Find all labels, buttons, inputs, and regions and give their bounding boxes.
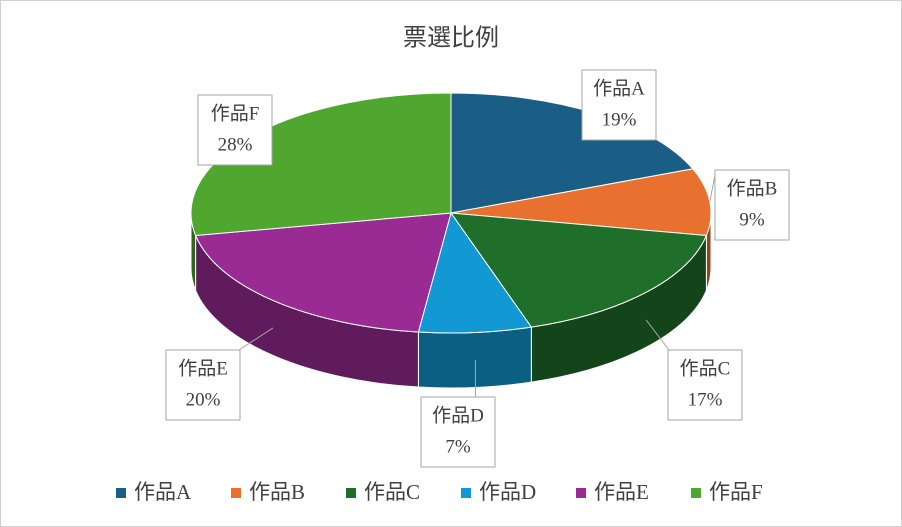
leader-line	[238, 327, 274, 351]
data-label-box	[165, 349, 241, 421]
data-label-box	[420, 396, 496, 468]
data-label-name: 作品B	[727, 177, 778, 199]
pie-slice	[417, 211, 533, 334]
data-label-name: 作品D	[432, 404, 484, 426]
legend-swatch	[116, 488, 126, 498]
legend-label: 作品C	[364, 480, 420, 504]
data-label-value: 19%	[602, 109, 637, 130]
chart-title: 票選比例	[403, 25, 499, 52]
data-label-box	[581, 69, 657, 141]
data-label-value: 17%	[688, 389, 723, 410]
leader-line	[645, 319, 670, 351]
data-label-value: 7%	[445, 436, 471, 457]
data-label-name: 作品A	[593, 77, 645, 99]
legend-label: 作品D	[479, 480, 536, 504]
data-label-value: 28%	[218, 134, 253, 155]
legend-swatch	[691, 488, 701, 498]
data-label-name: 作品C	[680, 357, 731, 379]
legend-label: 作品F	[709, 480, 763, 504]
data-label-name: 作品F	[211, 102, 260, 124]
data-label-box	[667, 349, 743, 421]
pie-slice	[449, 212, 708, 328]
pie-slice	[450, 168, 712, 237]
data-label-name: 作品E	[178, 357, 228, 379]
legend-label: 作品A	[134, 480, 192, 504]
pie-slice	[194, 212, 452, 333]
legend-swatch	[576, 488, 586, 498]
data-label-value: 20%	[186, 389, 221, 410]
legend-label: 作品B	[249, 480, 305, 504]
legend-swatch	[231, 488, 241, 498]
legend-swatch	[461, 488, 471, 498]
data-label-box	[197, 94, 273, 166]
data-label-box	[714, 169, 790, 241]
legend-label: 作品E	[594, 480, 649, 504]
legend-swatch	[346, 488, 356, 498]
data-label-value: 9%	[739, 209, 765, 230]
pie-side	[417, 326, 532, 389]
